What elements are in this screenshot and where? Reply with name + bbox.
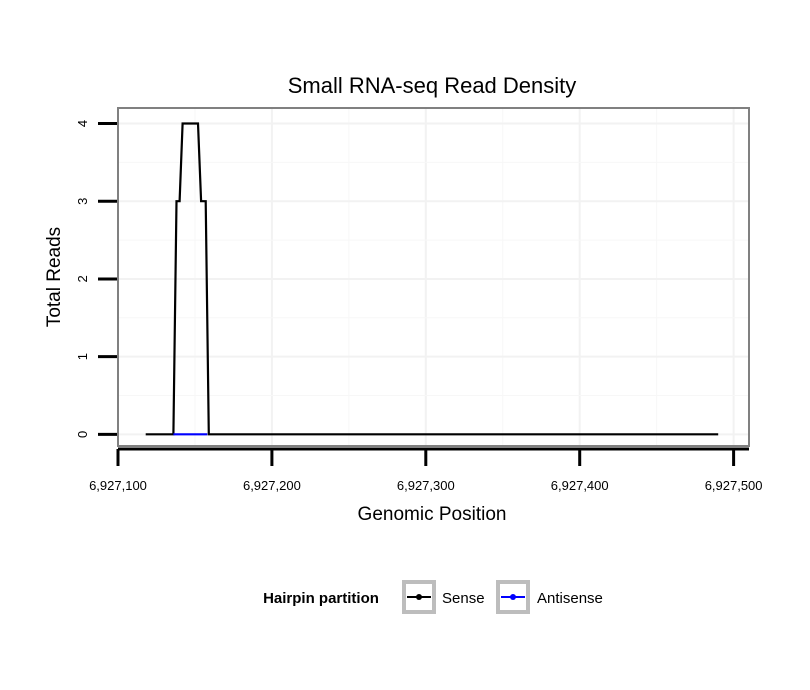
legend-marker-sense <box>416 594 422 600</box>
x-tick-label-4: 6,927,500 <box>705 478 763 493</box>
plot-panel <box>117 107 750 447</box>
x-axis: 6,927,100 6,927,200 6,927,300 6,927,400 6,92… <box>89 447 763 493</box>
legend: Hairpin partition Sense Antisense <box>263 580 603 614</box>
legend-title: Hairpin partition <box>263 590 379 607</box>
plot-border <box>117 107 750 447</box>
y-tick-label-0: 0 <box>75 431 90 438</box>
legend-label-antisense: Antisense <box>537 590 603 607</box>
x-tick-label-3: 6,927,400 <box>551 478 609 493</box>
legend-label-sense: Sense <box>442 590 485 607</box>
y-tick-label-3: 3 <box>75 198 90 205</box>
y-tick-label-4: 4 <box>75 120 90 127</box>
series-layer <box>145 122 719 436</box>
x-tick-label-0: 6,927,100 <box>89 478 147 493</box>
plot-background <box>118 108 749 446</box>
y-tick-label-2: 2 <box>75 275 90 282</box>
x-tick-label-2: 6,927,300 <box>397 478 455 493</box>
legend-marker-antisense <box>510 594 516 600</box>
x-tick-label-1: 6,927,200 <box>243 478 301 493</box>
y-tick-label-1: 1 <box>75 353 90 360</box>
legend-item-antisense[interactable]: Antisense <box>496 580 603 614</box>
series-line-sense <box>145 122 719 436</box>
x-axis-title: Genomic Position <box>358 504 507 525</box>
y-axis-title: Total Reads <box>44 227 65 327</box>
legend-item-sense[interactable]: Sense <box>402 580 485 614</box>
chart-title: Small RNA-seq Read Density <box>288 73 577 98</box>
y-axis: 0 1 2 3 4 <box>75 120 117 438</box>
